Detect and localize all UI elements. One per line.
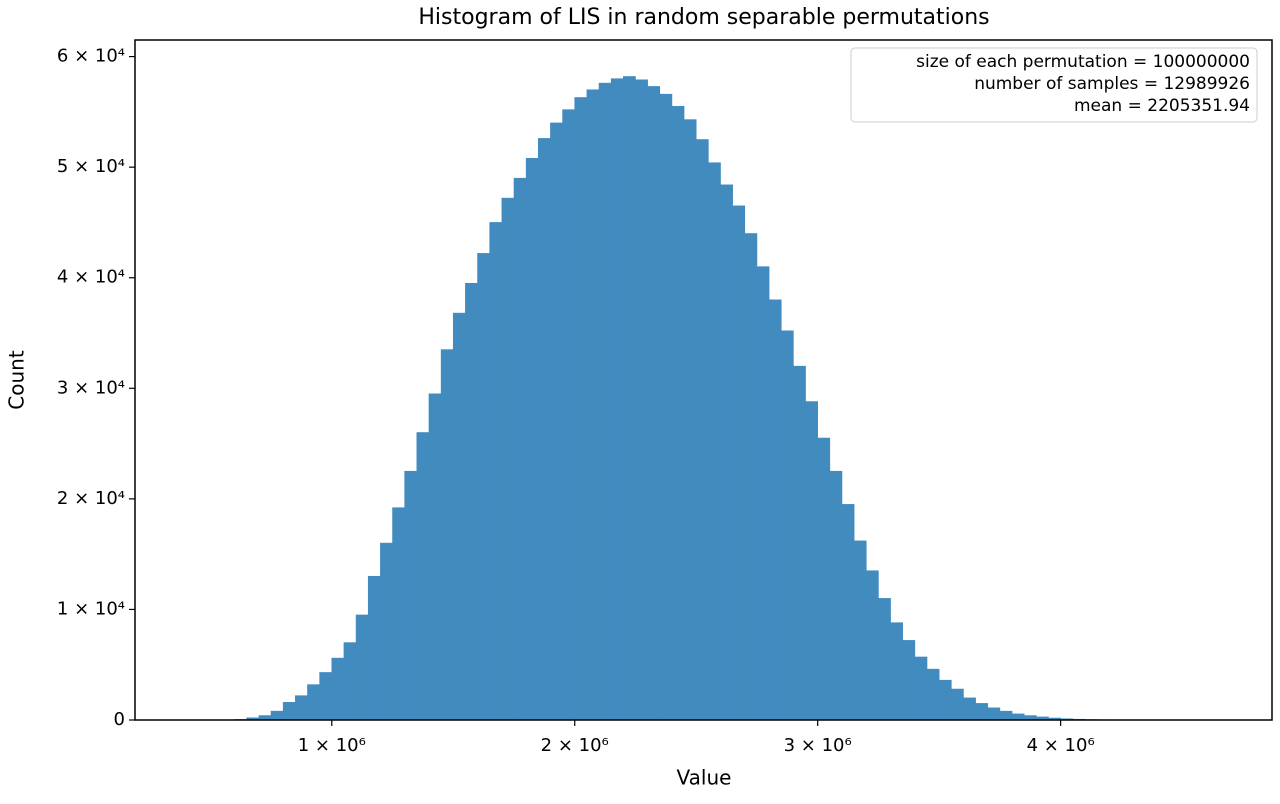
y-tick-label: 2 × 10⁴ xyxy=(57,488,125,509)
bars xyxy=(235,76,1110,720)
histogram-bar xyxy=(550,123,562,720)
histogram-bar xyxy=(769,300,781,720)
histogram-bar xyxy=(563,110,575,720)
histogram-bar xyxy=(623,76,635,720)
histogram-bar xyxy=(988,708,1000,720)
histogram-bar xyxy=(745,233,757,720)
y-tick-label: 3 × 10⁴ xyxy=(57,377,125,398)
histogram-bar xyxy=(441,350,453,720)
histogram-bar xyxy=(793,366,805,720)
chart-title: Histogram of LIS in random separable per… xyxy=(418,5,989,30)
y-tick-label: 4 × 10⁴ xyxy=(57,267,125,288)
histogram-bar xyxy=(490,222,502,720)
histogram-bar xyxy=(842,504,854,720)
histogram-bar xyxy=(684,120,696,720)
histogram-bar xyxy=(332,658,344,720)
histogram-bar xyxy=(927,669,939,720)
histogram-bar xyxy=(271,711,283,720)
histogram-bar xyxy=(830,471,842,720)
histogram-bar xyxy=(672,106,684,720)
histogram-bar xyxy=(891,623,903,720)
histogram-bar xyxy=(976,703,988,720)
x-tick-label: 4 × 10⁶ xyxy=(1027,735,1095,756)
histogram-bar xyxy=(465,283,477,720)
y-tick-label: 1 × 10⁴ xyxy=(57,598,125,619)
histogram-bar xyxy=(757,267,769,720)
histogram-bar xyxy=(356,615,368,720)
histogram-bar xyxy=(903,640,915,720)
histogram-bar xyxy=(368,576,380,720)
histogram-bar xyxy=(854,541,866,720)
x-axis-label: Value xyxy=(677,766,732,790)
histogram-bar xyxy=(538,138,550,720)
annotation-text: size of each permutation = 100000000 xyxy=(916,52,1250,72)
histogram-bar xyxy=(939,680,951,720)
histogram-bar xyxy=(405,471,417,720)
x-tick-label: 1 × 10⁶ xyxy=(298,735,366,756)
histogram-bar xyxy=(660,94,672,720)
histogram-bar xyxy=(575,97,587,720)
histogram-bar xyxy=(429,394,441,720)
histogram-bar xyxy=(866,571,878,720)
histogram-bar xyxy=(721,185,733,720)
histogram-bar xyxy=(708,163,720,720)
histogram-bar xyxy=(963,698,975,720)
histogram-bar xyxy=(818,438,830,720)
histogram-bar xyxy=(453,313,465,720)
histogram-bar xyxy=(635,80,647,720)
histogram-bar xyxy=(648,86,660,720)
histogram-bar xyxy=(283,702,295,720)
y-axis-label: Count xyxy=(5,350,29,410)
histogram-bar xyxy=(344,643,356,720)
histogram-bar xyxy=(478,253,490,720)
histogram-bar xyxy=(1012,714,1024,720)
y-tick-label: 6 × 10⁴ xyxy=(57,46,125,67)
histogram-bar xyxy=(393,508,405,720)
histogram-bar xyxy=(502,198,514,720)
annotation-text: number of samples = 12989926 xyxy=(974,74,1250,94)
y-tick-label: 5 × 10⁴ xyxy=(57,156,125,177)
histogram-bar xyxy=(417,433,429,720)
histogram-bar xyxy=(599,83,611,720)
histogram-bar xyxy=(320,672,332,720)
histogram-bar xyxy=(696,140,708,720)
histogram-bar xyxy=(587,90,599,720)
histogram-bar xyxy=(1000,711,1012,720)
x-tick-label: 2 × 10⁶ xyxy=(541,735,609,756)
histogram-bar xyxy=(611,79,623,720)
histogram-bar xyxy=(514,178,526,720)
histogram-bar xyxy=(526,158,538,720)
x-tick-label: 3 × 10⁶ xyxy=(784,735,852,756)
histogram-bar xyxy=(781,331,793,720)
histogram-bar xyxy=(380,543,392,720)
histogram-bar xyxy=(295,696,307,720)
histogram-bar xyxy=(878,598,890,720)
histogram-bar xyxy=(733,206,745,720)
histogram-bar xyxy=(806,402,818,720)
histogram-bar xyxy=(307,685,319,720)
histogram-bar xyxy=(915,657,927,720)
annotation-text: mean = 2205351.94 xyxy=(1074,96,1250,116)
y-tick-label: 0 xyxy=(114,709,125,730)
histogram-bar xyxy=(951,689,963,720)
